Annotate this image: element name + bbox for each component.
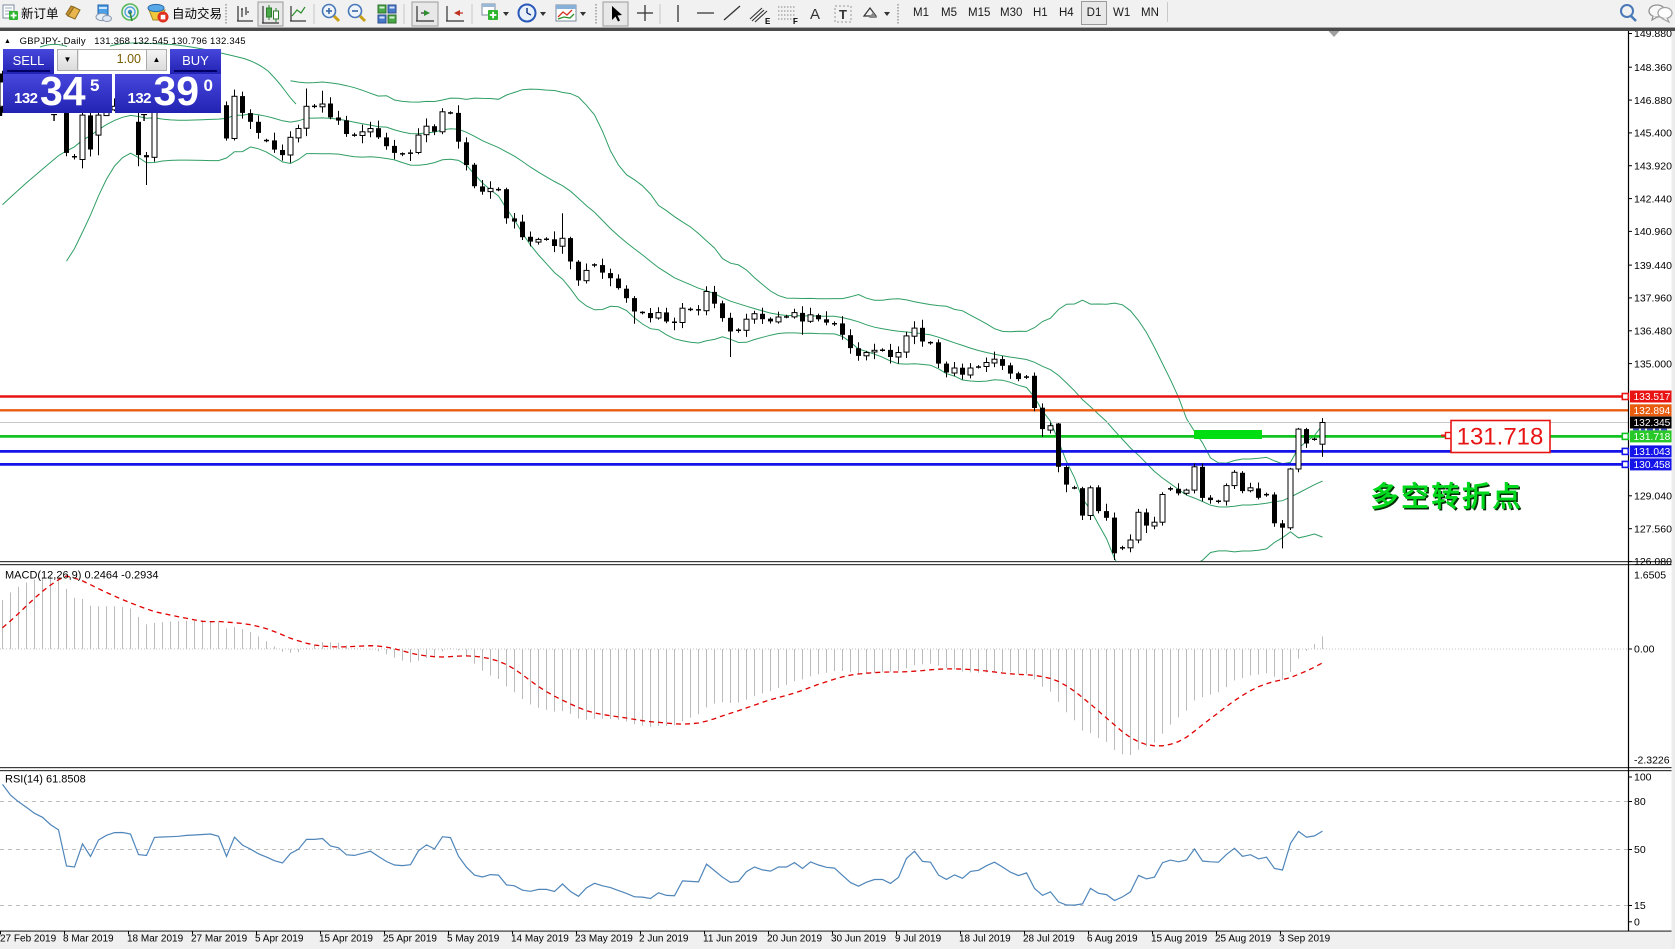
svg-text:145.400: 145.400	[1634, 128, 1672, 140]
svg-text:129.040: 129.040	[1634, 491, 1672, 503]
svg-text:20 Jun 2019: 20 Jun 2019	[767, 934, 822, 945]
svg-text:F: F	[793, 17, 798, 26]
svg-text:新订单: 新订单	[21, 6, 59, 21]
svg-text:18 Mar 2019: 18 Mar 2019	[127, 934, 184, 945]
svg-text:15: 15	[1634, 900, 1646, 912]
svg-text:8 Mar 2019: 8 Mar 2019	[63, 934, 114, 945]
svg-text:139.440: 139.440	[1634, 260, 1672, 272]
svg-text:132.345: 132.345	[1634, 418, 1671, 429]
svg-text:18 Jul 2019: 18 Jul 2019	[959, 934, 1011, 945]
svg-text:133.517: 133.517	[1634, 392, 1671, 403]
svg-text:126.080: 126.080	[1634, 556, 1672, 568]
svg-text:0: 0	[1634, 917, 1640, 929]
svg-text:27 Mar 2019: 27 Mar 2019	[191, 934, 248, 945]
svg-text:0.00: 0.00	[1634, 644, 1655, 656]
svg-text:140.960: 140.960	[1634, 226, 1672, 238]
svg-text:131.043: 131.043	[1634, 447, 1671, 458]
svg-text:148.360: 148.360	[1634, 62, 1672, 74]
svg-text:RSI(14) 61.8508: RSI(14) 61.8508	[5, 774, 86, 786]
svg-text:143.920: 143.920	[1634, 160, 1672, 172]
svg-text:146.880: 146.880	[1634, 95, 1672, 107]
svg-text:28 Jul 2019: 28 Jul 2019	[1023, 934, 1075, 945]
svg-text:15 Apr 2019: 15 Apr 2019	[319, 934, 373, 945]
svg-text:15 Aug 2019: 15 Aug 2019	[1151, 934, 1208, 945]
svg-text:5 Apr 2019: 5 Apr 2019	[255, 934, 304, 945]
svg-text:50: 50	[1634, 844, 1646, 856]
svg-text:27 Feb 2019: 27 Feb 2019	[0, 934, 57, 945]
svg-text:127.560: 127.560	[1634, 523, 1672, 535]
svg-text:MACD(12,26,9) 0.2464 -0.2934: MACD(12,26,9) 0.2464 -0.2934	[5, 570, 158, 582]
svg-text:11 Jun 2019: 11 Jun 2019	[703, 934, 758, 945]
svg-text:80: 80	[1634, 796, 1646, 808]
svg-text:E: E	[765, 17, 771, 26]
svg-text:25 Apr 2019: 25 Apr 2019	[383, 934, 437, 945]
svg-text:132.894: 132.894	[1634, 406, 1671, 417]
svg-text:136.480: 136.480	[1634, 326, 1672, 338]
svg-text:T: T	[141, 113, 147, 124]
svg-text:T: T	[839, 7, 847, 22]
svg-text:T: T	[51, 113, 57, 124]
svg-text:142.440: 142.440	[1634, 193, 1672, 205]
svg-text:137.960: 137.960	[1634, 293, 1672, 305]
svg-text:14 May 2019: 14 May 2019	[511, 934, 569, 945]
svg-text:3 Sep 2019: 3 Sep 2019	[1279, 934, 1331, 945]
svg-text:25 Aug 2019: 25 Aug 2019	[1215, 934, 1272, 945]
svg-text:9 Jul 2019: 9 Jul 2019	[895, 934, 942, 945]
svg-text:2 Jun 2019: 2 Jun 2019	[639, 934, 689, 945]
svg-text:135.000: 135.000	[1634, 358, 1672, 370]
svg-text:131.718: 131.718	[1634, 432, 1671, 443]
svg-text:多空转折点: 多空转折点	[1372, 482, 1525, 514]
svg-text:A: A	[810, 6, 820, 23]
svg-text:130.458: 130.458	[1634, 460, 1671, 471]
svg-text:自动交易: 自动交易	[172, 6, 222, 21]
svg-text:30 Jun 2019: 30 Jun 2019	[831, 934, 886, 945]
svg-text:100: 100	[1634, 772, 1652, 784]
svg-text:131.718: 131.718	[1457, 424, 1544, 451]
svg-text:1.6505: 1.6505	[1634, 570, 1666, 582]
svg-text:-2.3226: -2.3226	[1634, 755, 1670, 767]
svg-text:5 May 2019: 5 May 2019	[447, 934, 500, 945]
svg-text:多空转折点: 多空转折点	[1371, 480, 1524, 512]
svg-text:23 May 2019: 23 May 2019	[575, 934, 633, 945]
svg-text:149.880: 149.880	[1634, 28, 1672, 40]
svg-text:6 Aug 2019: 6 Aug 2019	[1087, 934, 1138, 945]
